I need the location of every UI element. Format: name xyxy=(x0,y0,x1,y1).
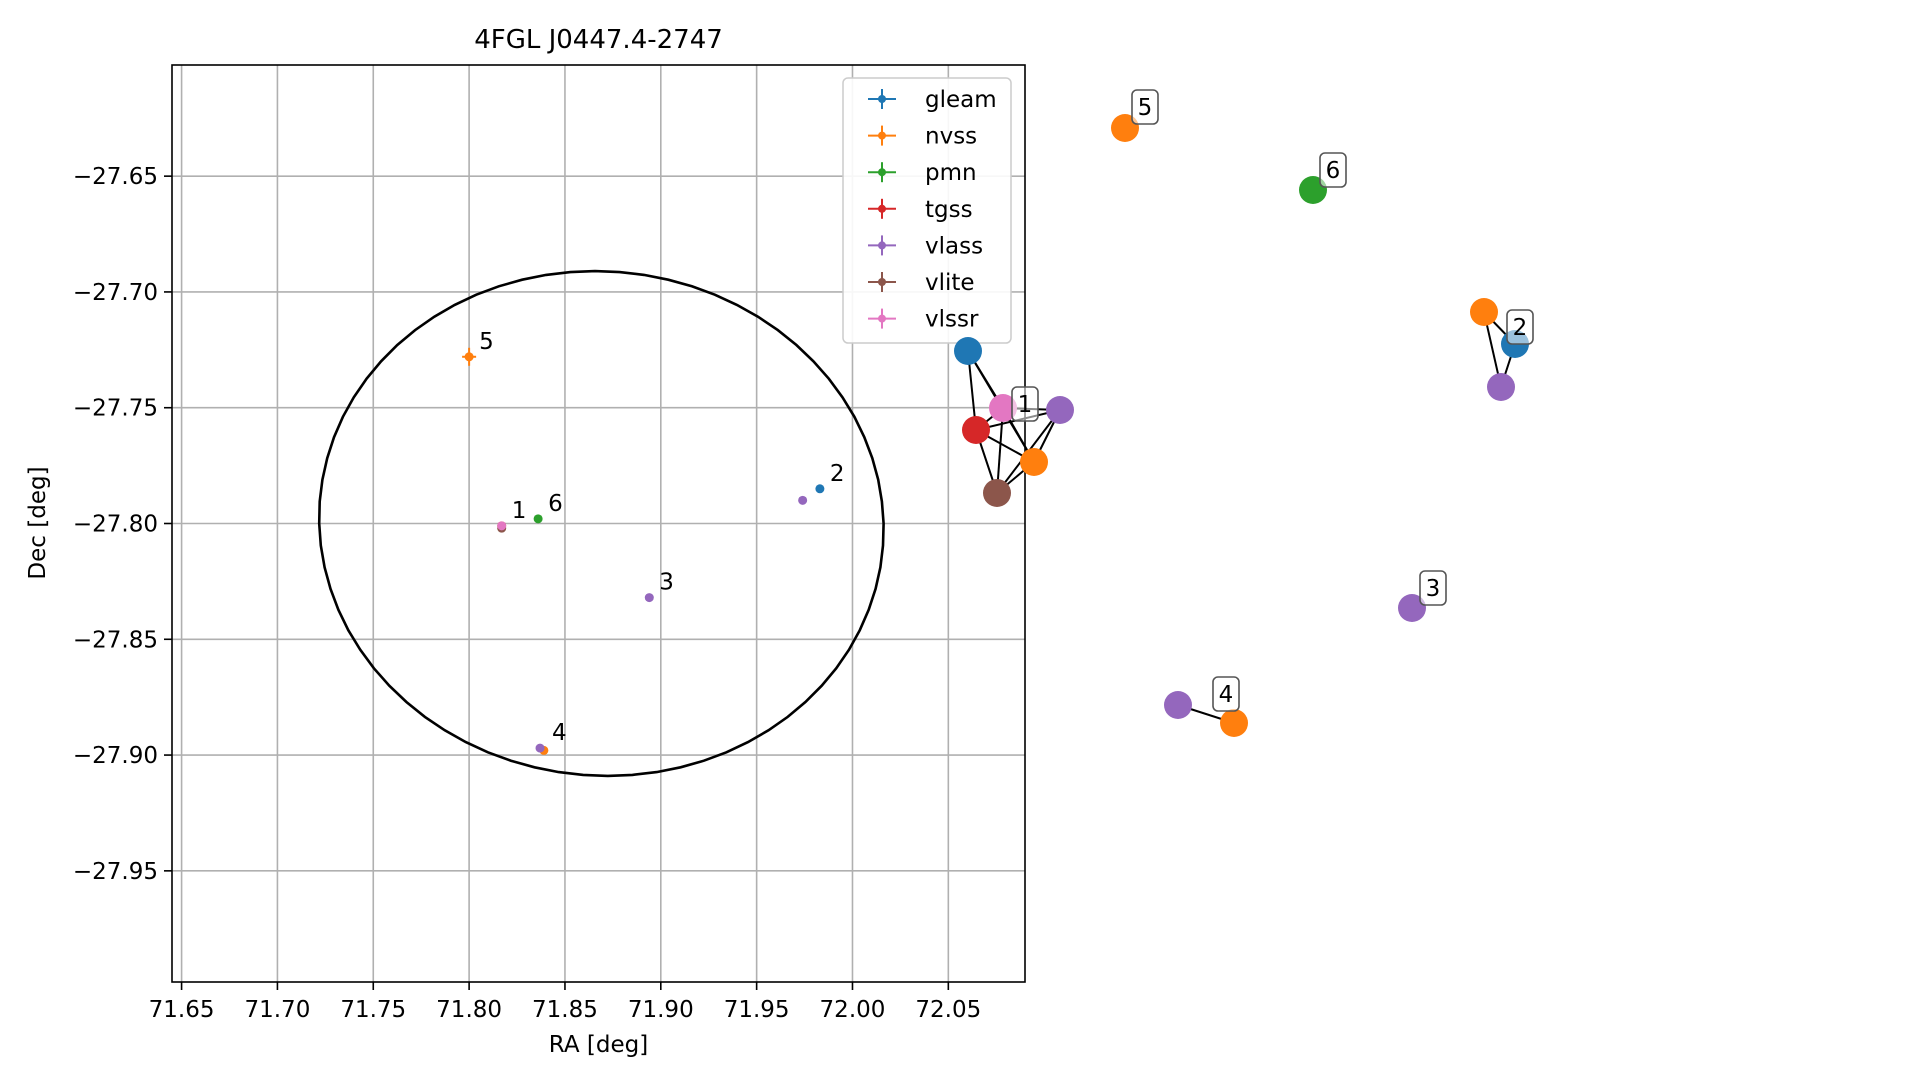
sky-plot: 4FGL J0447.4-2747 1 2 3 4 5 6 71.65 71.70 71.75… xyxy=(25,25,1026,1058)
network-label-text: 3 xyxy=(1426,576,1441,602)
network-node-gleam-1 xyxy=(954,337,982,365)
network-label-box xyxy=(1131,89,1159,125)
network-node-tgss-1 xyxy=(962,416,990,444)
network-node-vlass-2 xyxy=(1487,373,1515,401)
network-node-nvss-1 xyxy=(1020,448,1048,476)
x-tick-label: 72.05 xyxy=(915,997,981,1023)
point-nvss xyxy=(464,352,474,362)
annotation-label: 2 xyxy=(830,461,845,487)
network-nodes xyxy=(954,114,1529,737)
legend-label-gleam: gleam xyxy=(925,87,997,113)
legend-marker-gleam xyxy=(878,95,886,103)
point-gleam xyxy=(815,484,825,494)
chart-title: 4FGL J0447.4-2747 xyxy=(474,25,723,55)
network-node-vlite-1 xyxy=(983,479,1011,507)
grid-lines xyxy=(172,65,1025,982)
network-node-vlass-3 xyxy=(1398,594,1426,622)
point-vlass xyxy=(535,743,545,753)
legend-frame xyxy=(842,77,1012,344)
network-node-vlass-1 xyxy=(1046,396,1074,424)
annotation-label: 1 xyxy=(512,498,527,524)
network-label-box xyxy=(1319,152,1347,188)
legend-label-tgss: tgss xyxy=(925,197,973,223)
x-tick-label: 71.70 xyxy=(244,997,310,1023)
x-tick-label: 71.85 xyxy=(532,997,598,1023)
legend-label-pmn: pmn xyxy=(925,160,977,186)
point-vlass xyxy=(644,593,654,603)
x-tick-label: 71.75 xyxy=(340,997,406,1023)
annotation-label: 5 xyxy=(479,329,494,355)
y-tick-label: −27.65 xyxy=(73,164,158,190)
network-node-nvss-4 xyxy=(1220,709,1248,737)
point-vlass xyxy=(798,495,808,505)
legend-marker-vlite xyxy=(878,278,886,286)
x-axis-ticks: 71.65 71.70 71.75 71.80 71.85 71.90 71.95 72.00… xyxy=(149,982,981,1023)
y-tick-label: −27.70 xyxy=(73,280,158,306)
legend-label-vlite: vlite xyxy=(925,270,975,296)
network-label-text: 6 xyxy=(1326,158,1341,184)
network-label-box xyxy=(1212,676,1240,712)
y-tick-label: −27.95 xyxy=(73,859,158,885)
network-label: 1 xyxy=(1011,386,1039,422)
point-pmn xyxy=(533,514,543,524)
network-label: 2 xyxy=(1506,309,1534,345)
network-node-vlssr-1 xyxy=(989,394,1017,422)
plot-area xyxy=(317,269,885,778)
y-tick-label: −27.90 xyxy=(73,743,158,769)
legend: gleam nvss pmn tgss vlass vlite vlssr xyxy=(842,77,1012,344)
legend-label-vlass: vlass xyxy=(925,233,983,259)
data-points xyxy=(462,347,825,755)
x-axis-label: RA [deg] xyxy=(549,1032,648,1058)
source-annotations: 1 2 3 4 5 6 xyxy=(479,329,844,746)
error-ellipse xyxy=(317,269,885,778)
network-label-text: 5 xyxy=(1138,95,1153,121)
network-label-box xyxy=(1419,570,1447,606)
annotation-label: 4 xyxy=(552,720,567,746)
y-axis-ticks: −27.65 −27.70 −27.75 −27.80 −27.85 −27.90 −27.… xyxy=(73,164,172,885)
y-tick-label: −27.80 xyxy=(73,512,158,538)
x-tick-label: 72.00 xyxy=(820,997,886,1023)
network-label: 3 xyxy=(1419,570,1447,606)
legend-marker-vlass xyxy=(878,241,886,250)
y-tick-label: −27.75 xyxy=(73,396,158,422)
network-labels: 1 2 3 4 5 6 xyxy=(1011,89,1534,712)
x-tick-label: 71.95 xyxy=(724,997,790,1023)
x-tick-label: 71.90 xyxy=(628,997,694,1023)
network-label-text: 4 xyxy=(1219,682,1234,708)
legend-label-nvss: nvss xyxy=(925,124,977,150)
annotation-label: 6 xyxy=(548,491,563,517)
y-tick-label: −27.85 xyxy=(73,627,158,653)
network-node-vlass-4 xyxy=(1164,691,1192,719)
legend-marker-pmn xyxy=(878,168,886,177)
point-vlssr xyxy=(497,521,507,531)
network-graph: 1 2 3 4 5 6 xyxy=(954,89,1534,737)
network-label: 5 xyxy=(1131,89,1159,125)
annotation-label: 3 xyxy=(659,570,674,596)
network-label-text: 2 xyxy=(1513,315,1528,341)
legend-label-vlssr: vlssr xyxy=(925,307,979,333)
legend-marker-nvss xyxy=(878,131,886,140)
network-label: 6 xyxy=(1319,152,1347,188)
legend-marker-vlssr xyxy=(878,314,886,323)
network-label-box xyxy=(1011,386,1039,422)
y-axis-label: Dec [deg] xyxy=(25,466,51,579)
network-label-text: 1 xyxy=(1018,392,1033,418)
x-tick-label: 71.80 xyxy=(436,997,502,1023)
x-tick-label: 71.65 xyxy=(149,997,215,1023)
network-label: 4 xyxy=(1212,676,1240,712)
network-edge xyxy=(996,407,1004,494)
network-label-box xyxy=(1506,309,1534,345)
network-node-nvss-2 xyxy=(1470,298,1498,326)
legend-marker-tgss xyxy=(878,204,886,213)
